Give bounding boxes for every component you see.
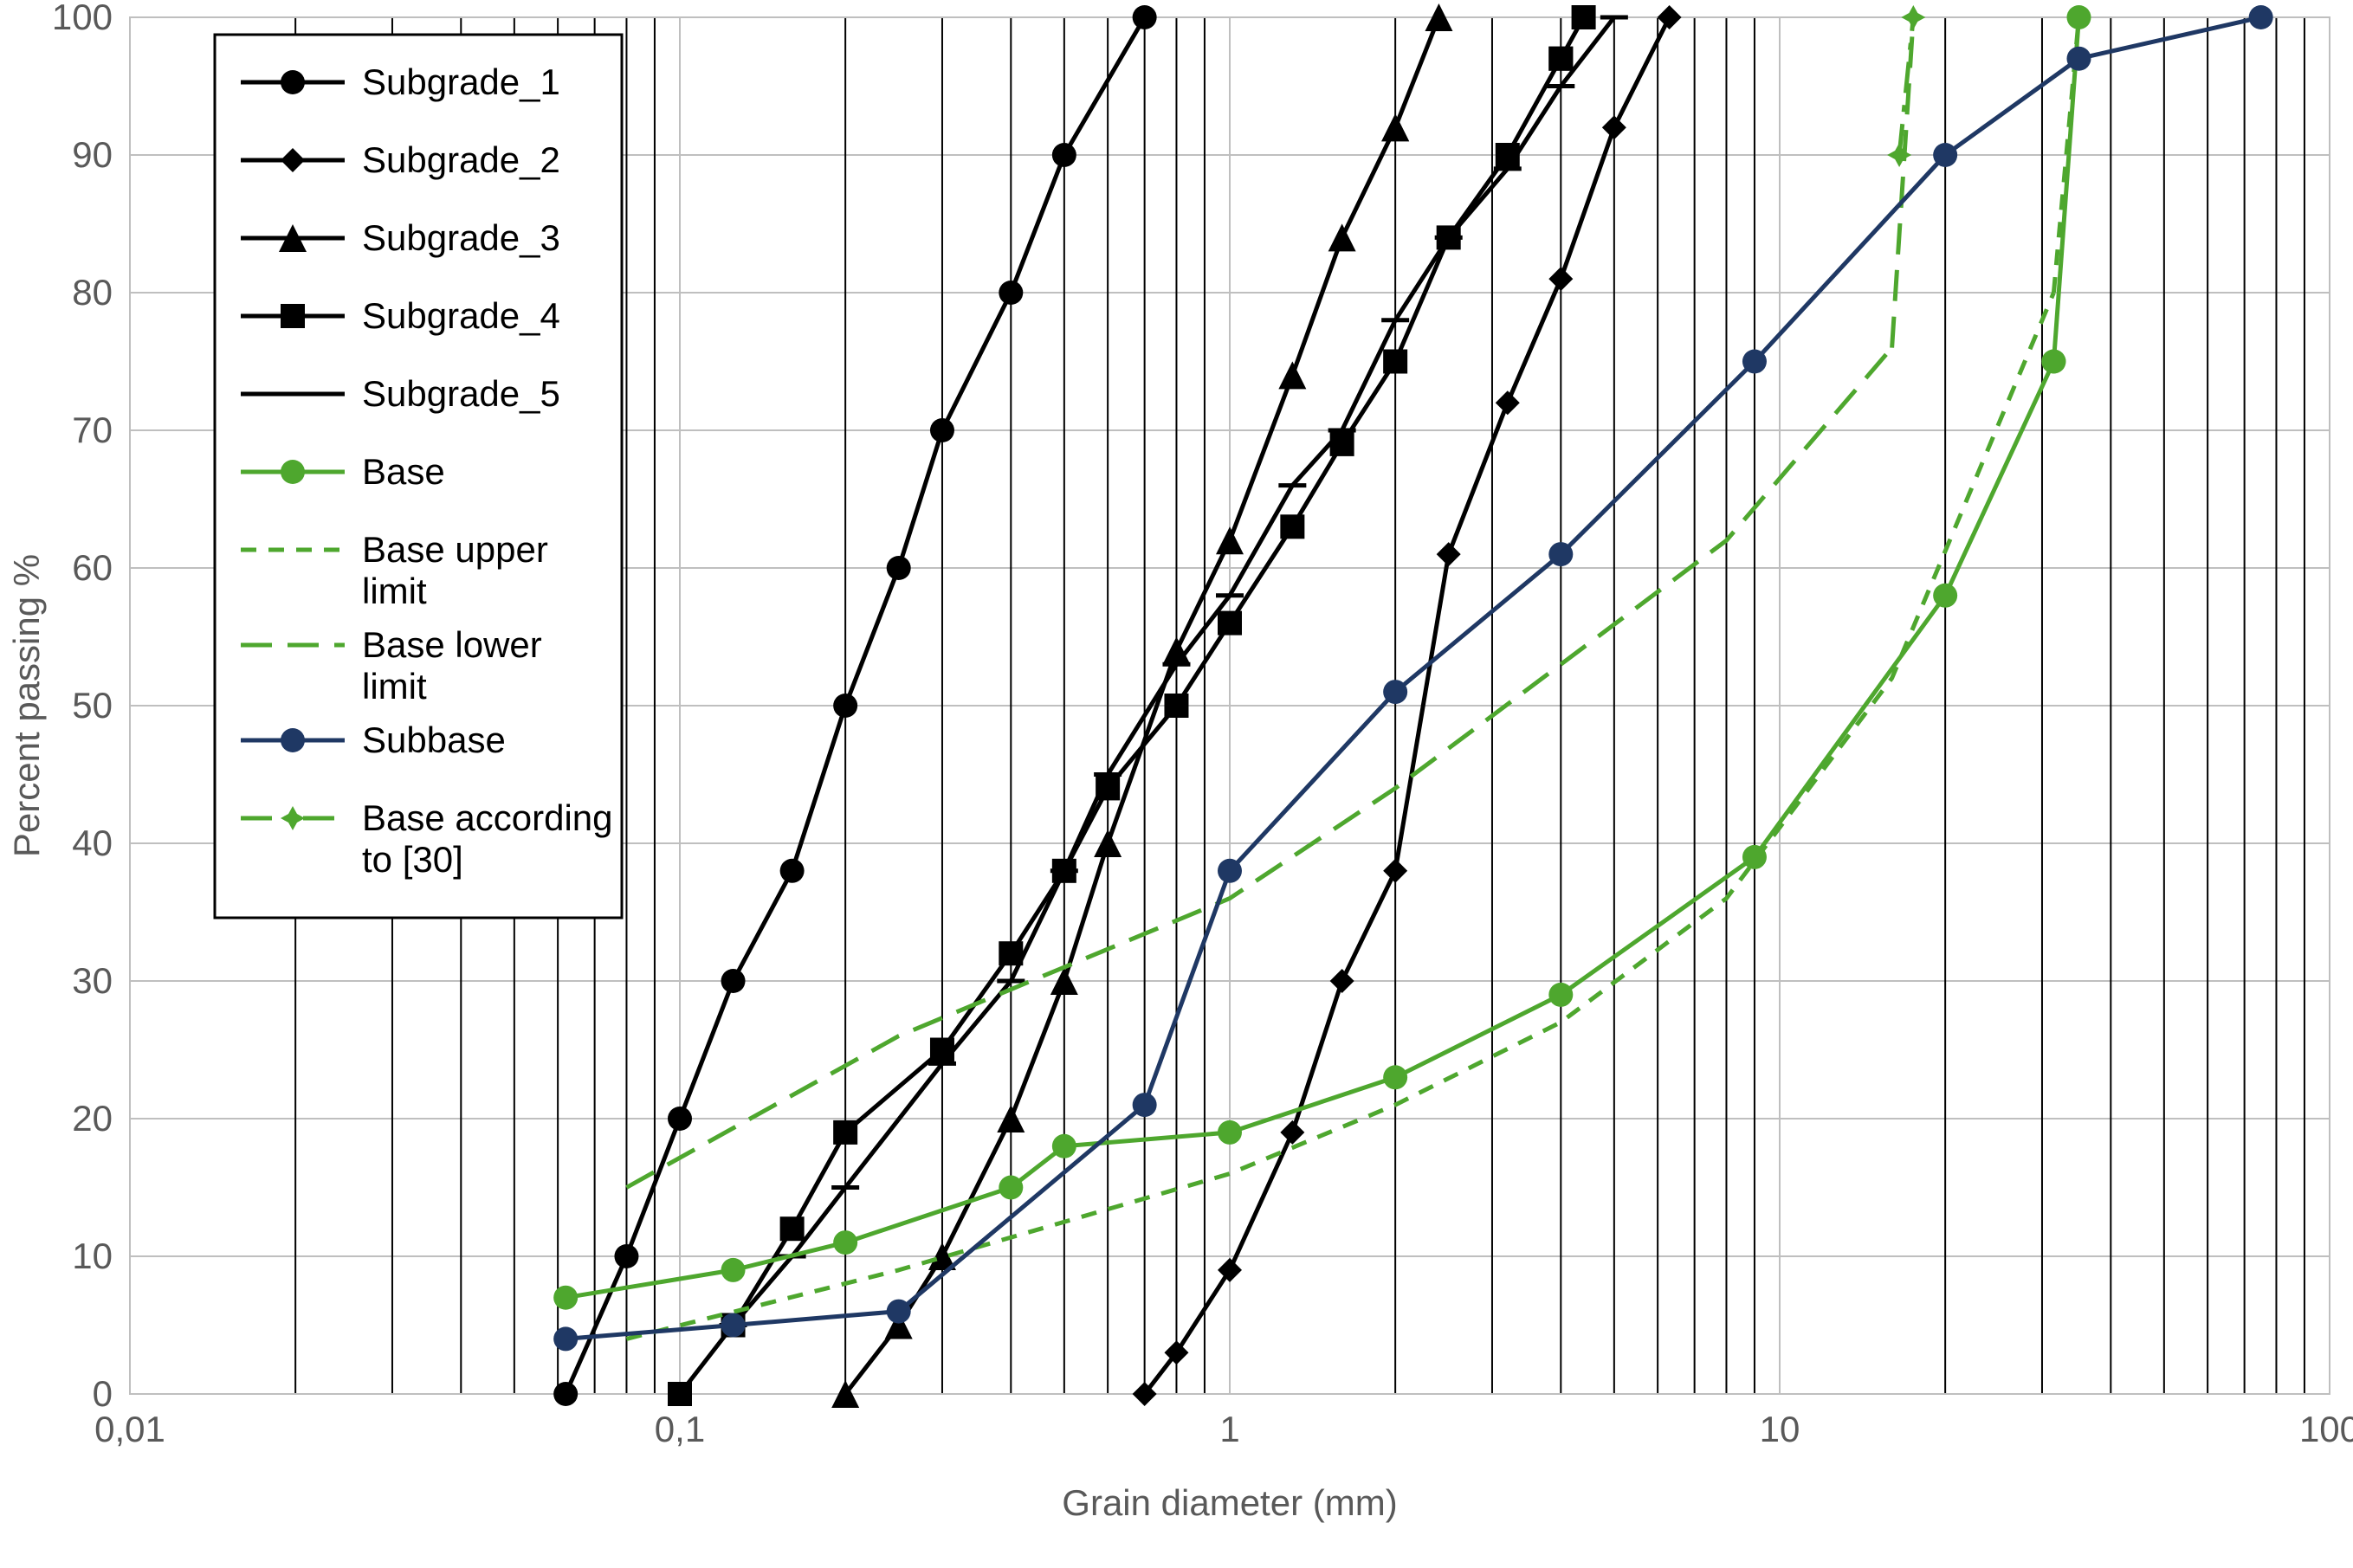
legend-label: Base according	[362, 797, 613, 838]
legend-label: Subgrade_2	[362, 139, 560, 180]
x-tick-label: 100	[2299, 1409, 2353, 1449]
legend-label: limit	[362, 571, 427, 611]
y-tick-label: 0	[93, 1373, 113, 1414]
legend-label: Base upper	[362, 529, 548, 570]
x-tick-label: 0,01	[94, 1409, 165, 1449]
grain-size-chart: 0 10 20 30 40 50 60 70 80 90 100 0,01 0,1 1 10 100 Grain…	[0, 0, 2353, 1568]
y-tick-label: 40	[72, 823, 113, 863]
legend-label: limit	[362, 666, 427, 707]
legend-label: Base lower	[362, 624, 542, 665]
legend: Subgrade_1 Subgrade_2 Subgrade_3 Subgrade_4…	[215, 35, 622, 918]
y-tick-label: 30	[72, 960, 113, 1001]
legend-label: Base	[362, 451, 445, 492]
x-tick-label: 1	[1219, 1409, 1239, 1449]
y-tick-label: 50	[72, 685, 113, 726]
y-tick-label: 80	[72, 272, 113, 313]
x-tick-label: 0,1	[655, 1409, 705, 1449]
y-tick-label: 10	[72, 1236, 113, 1276]
legend-label: Subgrade_3	[362, 217, 560, 258]
x-axis-label: Grain diameter (mm)	[1062, 1482, 1397, 1523]
legend-label: Subgrade_5	[362, 373, 560, 414]
legend-label: Subgrade_4	[362, 295, 560, 336]
y-tick-label: 70	[72, 410, 113, 450]
y-tick-label: 20	[72, 1098, 113, 1139]
y-tick-label: 90	[72, 134, 113, 175]
legend-label: to [30]	[362, 839, 463, 880]
legend-label: Subbase	[362, 719, 506, 760]
y-tick-label: 100	[52, 0, 113, 37]
y-tick-label: 60	[72, 547, 113, 588]
legend-label: Subgrade_1	[362, 61, 560, 102]
y-axis-label: Percent passing %	[6, 554, 47, 857]
chart-svg: 0 10 20 30 40 50 60 70 80 90 100 0,01 0,1 1 10 100 Grain…	[0, 0, 2353, 1568]
x-tick-label: 10	[1760, 1409, 1800, 1449]
